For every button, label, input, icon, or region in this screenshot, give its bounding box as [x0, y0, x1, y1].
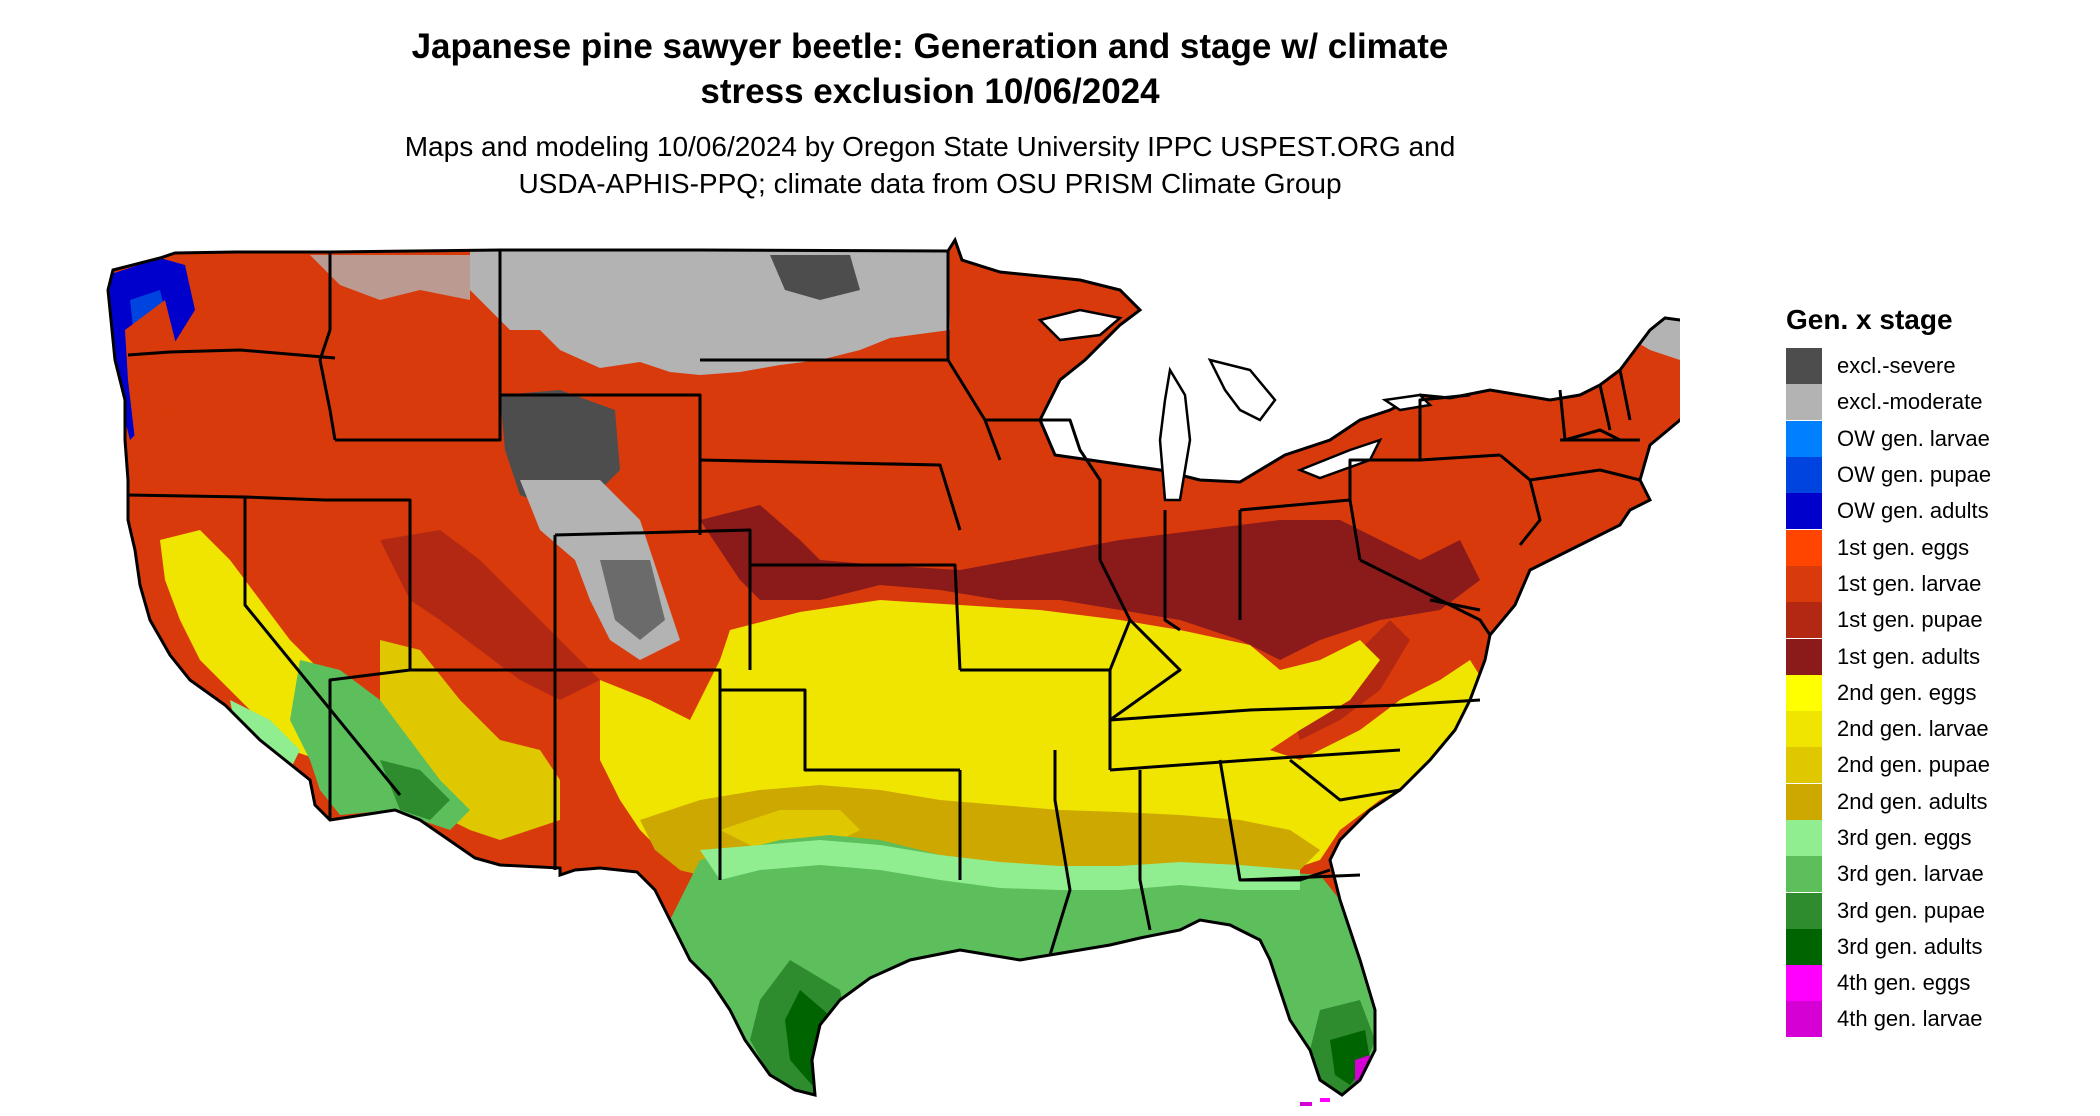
- legend-item-1st-pupae: 1st gen. pupae: [1786, 602, 2086, 639]
- legend-item-1st-adults: 1st gen. adults: [1786, 638, 2086, 675]
- state-borders: [127, 250, 1641, 956]
- legend-label: 1st gen. eggs: [1837, 534, 1970, 560]
- legend-item-1st-larvae: 1st gen. larvae: [1786, 565, 2086, 602]
- legend-item-3rd-adults: 3rd gen. adults: [1786, 928, 2086, 965]
- title-line-1: Japanese pine sawyer beetle: Generation …: [411, 27, 1449, 66]
- legend-swatch: [1786, 1001, 1822, 1038]
- legend-item-3rd-pupae: 3rd gen. pupae: [1786, 892, 2086, 929]
- legend-swatch: [1786, 820, 1822, 856]
- legend-swatch: [1786, 892, 1822, 929]
- legend-item-ow-adults: OW gen. adults: [1786, 493, 2086, 530]
- legend-swatch: [1786, 638, 1822, 675]
- legend-label: 1st gen. pupae: [1837, 607, 1983, 633]
- legend-label: 3rd gen. eggs: [1837, 825, 1972, 850]
- legend-label: 2nd gen. larvae: [1837, 716, 1989, 742]
- legend-label: OW gen. larvae: [1837, 425, 1990, 451]
- legend-swatch: [1786, 565, 1822, 602]
- legend-label: 1st gen. adults: [1837, 643, 1981, 669]
- legend-swatch: [1786, 602, 1822, 639]
- map-subtitle: Maps and modeling 10/06/2024 by Oregon S…: [300, 128, 1560, 202]
- legend-swatch: [1786, 783, 1822, 820]
- title-line-2: stress exclusion 10/06/2024: [700, 72, 1160, 111]
- legend-list: excl.-severe excl.-moderate OW gen. larv…: [1786, 348, 2086, 1038]
- legend-label: excl.-moderate: [1837, 389, 1983, 415]
- legend-label: excl.-severe: [1837, 353, 1956, 379]
- legend-swatch: [1786, 493, 1822, 530]
- legend-swatch: [1786, 856, 1822, 893]
- legend-swatch: [1786, 747, 1822, 784]
- legend-label: 4th gen. eggs: [1837, 970, 1971, 996]
- legend-label: OW gen. adults: [1837, 498, 1989, 524]
- legend-swatch: [1786, 711, 1822, 748]
- legend-item-4th-larvae: 4th gen. larvae: [1786, 1001, 2086, 1038]
- legend-swatch: [1786, 384, 1822, 421]
- legend-label: 3rd gen. larvae: [1837, 861, 1984, 887]
- legend-label: OW gen. pupae: [1837, 462, 1992, 488]
- legend-item-excl-severe: excl.-severe: [1786, 348, 2086, 385]
- legend-swatch: [1786, 674, 1822, 711]
- legend-label: 1st gen. larvae: [1837, 570, 1982, 596]
- legend-swatch: [1786, 928, 1822, 965]
- legend-item-1st-eggs: 1st gen. eggs: [1786, 529, 2086, 566]
- subtitle-line-1: Maps and modeling 10/06/2024 by Oregon S…: [404, 131, 1456, 162]
- legend-swatch: [1786, 457, 1822, 494]
- legend-label: 4th gen. larvae: [1837, 1006, 1983, 1032]
- legend-item-2nd-larvae: 2nd gen. larvae: [1786, 711, 2086, 748]
- legend-item-3rd-eggs: 3rd gen. eggs: [1786, 820, 2086, 856]
- legend-swatch: [1786, 529, 1822, 566]
- legend-label: 3rd gen. adults: [1837, 933, 1983, 959]
- legend-swatch: [1786, 420, 1822, 457]
- subtitle-line-2: USDA-APHIS-PPQ; climate data from OSU PR…: [518, 168, 1342, 199]
- legend-label: 2nd gen. adults: [1837, 788, 1988, 814]
- us-outline: [106, 236, 1680, 1097]
- legend-label: 3rd gen. pupae: [1837, 897, 1986, 923]
- legend-item-ow-larvae: OW gen. larvae: [1786, 420, 2086, 457]
- florida-keys: [1300, 1098, 1330, 1106]
- legend-item-4th-eggs: 4th gen. eggs: [1786, 965, 2086, 1002]
- legend: Gen. x stage excl.-severe excl.-moderate…: [1786, 302, 2086, 1038]
- legend-item-2nd-pupae: 2nd gen. pupae: [1786, 747, 2086, 784]
- great-lakes: [1037, 308, 1433, 502]
- legend-item-excl-moderate: excl.-moderate: [1786, 384, 2086, 421]
- legend-item-3rd-larvae: 3rd gen. larvae: [1786, 856, 2086, 893]
- us-generation-stage-map: [106, 236, 1680, 1106]
- legend-label: 2nd gen. eggs: [1837, 679, 1977, 705]
- legend-swatch: [1786, 965, 1822, 1002]
- legend-item-ow-pupae: OW gen. pupae: [1786, 457, 2086, 494]
- map-title: Japanese pine sawyer beetle: Generation …: [300, 24, 1560, 114]
- legend-label: 2nd gen. pupae: [1837, 752, 1990, 778]
- legend-title: Gen. x stage: [1786, 304, 1953, 335]
- legend-item-2nd-eggs: 2nd gen. eggs: [1786, 674, 2086, 711]
- map-fill-layer: [108, 240, 1680, 1095]
- legend-item-2nd-adults: 2nd gen. adults: [1786, 783, 2086, 820]
- legend-swatch: [1786, 348, 1822, 385]
